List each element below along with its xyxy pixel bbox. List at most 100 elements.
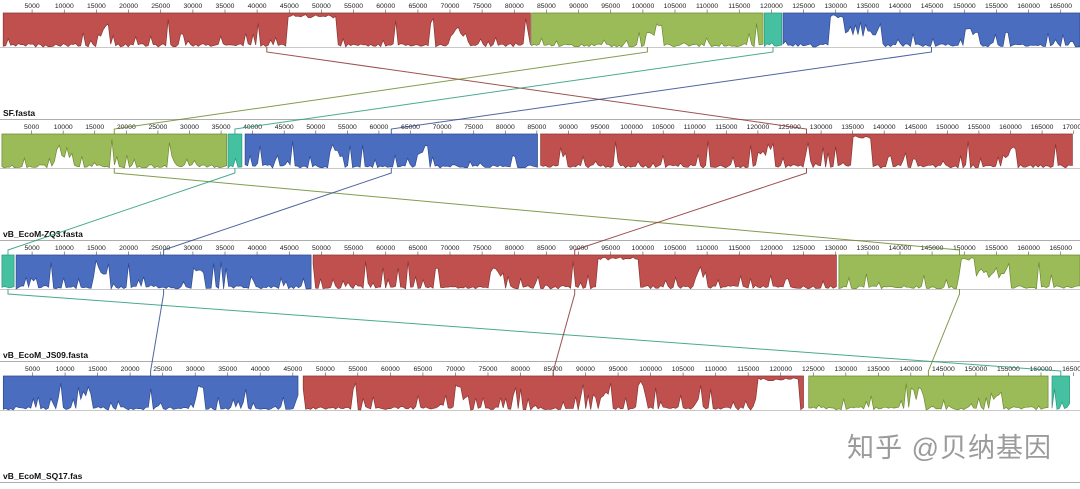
- lcb-connector-blue: [163, 168, 392, 255]
- lcb-block-teal[interactable]: [1, 254, 15, 289]
- ruler-label: 60000: [376, 245, 395, 252]
- ruler-label: 65000: [401, 124, 420, 131]
- ruler-label: 140000: [889, 3, 912, 10]
- ruler-label: 110000: [684, 124, 706, 131]
- ruler-label: 155000: [985, 3, 1008, 10]
- ruler-label: 140000: [873, 124, 896, 131]
- genome-label: vB_EcoM_JS09.fasta: [3, 350, 88, 360]
- lcb-connector-teal: [7, 168, 236, 255]
- ruler-label: 120000: [747, 124, 770, 131]
- ruler-label: 85000: [537, 245, 556, 252]
- ruler-label: 95000: [601, 3, 620, 10]
- lcb-block-red[interactable]: [312, 254, 837, 290]
- lcb-connector-blue: [150, 289, 165, 376]
- lcb-block-teal[interactable]: [1051, 375, 1070, 410]
- ruler-label: 65000: [408, 245, 427, 252]
- lcb-connector-teal: [7, 289, 1062, 376]
- ruler-label: 110000: [696, 3, 718, 10]
- ruler-label: 150000: [936, 124, 959, 131]
- lcb-block-teal[interactable]: [764, 12, 783, 48]
- ruler-label: 75000: [479, 366, 498, 373]
- ruler-label: 145000: [904, 124, 927, 131]
- lcb-block-green[interactable]: [838, 254, 1080, 290]
- ruler-label: 140000: [889, 245, 912, 252]
- genome-track-1: 5000 10000 15000 20000 25000 30000 35000 40000 4…: [0, 124, 1080, 241]
- lcb-connector-green: [113, 168, 960, 255]
- ruler-label: 75000: [464, 124, 483, 131]
- ruler-label: 95000: [601, 245, 620, 252]
- lcb-block-blue[interactable]: [244, 133, 538, 169]
- ruler-label: 35000: [218, 366, 237, 373]
- lcb-block-green[interactable]: [808, 375, 1049, 411]
- ruler-label: 100000: [632, 3, 655, 10]
- lcb-connector-green: [927, 289, 960, 376]
- ruler-label: 155000: [968, 124, 991, 131]
- ruler-label: 70000: [433, 124, 452, 131]
- ruler-label: 10000: [54, 124, 73, 131]
- ruler-label: 50000: [316, 366, 335, 373]
- lcb-connector-teal: [234, 47, 774, 134]
- ruler-label: 85000: [544, 366, 563, 373]
- ruler-label: 80000: [505, 245, 524, 252]
- lcb-block-green[interactable]: [531, 12, 764, 48]
- ruler-label: 70000: [441, 245, 460, 252]
- ruler-label: 110000: [696, 245, 718, 252]
- ruler-label: 30000: [183, 245, 202, 252]
- ruler-label: 125000: [778, 124, 801, 131]
- ruler-label: 65000: [408, 3, 427, 10]
- ruler-label: 105000: [664, 3, 687, 10]
- ruler-label: 130000: [834, 366, 857, 373]
- ruler-label: 35000: [212, 124, 231, 131]
- lcb-block-red[interactable]: [302, 375, 804, 411]
- lcb-block-blue[interactable]: [2, 375, 299, 411]
- ruler-label: 35000: [216, 245, 235, 252]
- genome-track-0: 5000 10000 15000 20000 25000 30000 35000 40000 4…: [0, 3, 1080, 120]
- ruler-label: 70000: [446, 366, 465, 373]
- ruler-label: 95000: [591, 124, 610, 131]
- ruler-label: 165000: [1062, 366, 1080, 373]
- ruler-label: 170000: [1062, 124, 1080, 131]
- lcb-block-blue[interactable]: [15, 254, 312, 291]
- ruler-label: 120000: [760, 245, 783, 252]
- ruler-label: 100000: [639, 366, 662, 373]
- lcb-block-red[interactable]: [540, 133, 1073, 169]
- ruler-label: 15000: [87, 3, 106, 10]
- ruler-label: 165000: [1031, 124, 1054, 131]
- ruler-label: 55000: [344, 245, 363, 252]
- ruler-label: 160000: [999, 124, 1022, 131]
- ruler-label: 90000: [559, 124, 578, 131]
- ruler-label: 20000: [119, 3, 138, 10]
- ruler-label: 145000: [921, 3, 944, 10]
- genome-track-2: 5000 10000 15000 20000 25000 30000 35000 40000 4…: [0, 245, 1080, 362]
- ruler-label: 145000: [932, 366, 955, 373]
- ruler-label: 45000: [280, 3, 299, 10]
- ruler-label: 165000: [1049, 245, 1072, 252]
- ruler-label: 100000: [620, 124, 643, 131]
- lcb-block-teal[interactable]: [227, 133, 243, 169]
- ruler-label: 80000: [496, 124, 515, 131]
- watermark: 知乎 @贝纳基因: [847, 433, 1052, 463]
- ruler-label: 135000: [867, 366, 890, 373]
- ruler-label: 130000: [824, 245, 847, 252]
- lcb-block-green[interactable]: [1, 133, 228, 169]
- ruler-label: 165000: [1049, 3, 1072, 10]
- ruler-label: 25000: [151, 245, 170, 252]
- ruler-label: 40000: [251, 366, 270, 373]
- ruler-label: 100000: [632, 245, 655, 252]
- ruler-label: 50000: [312, 245, 331, 252]
- ruler-label: 160000: [1017, 245, 1040, 252]
- ruler-label: 125000: [792, 245, 815, 252]
- ruler-label: 130000: [810, 124, 833, 131]
- ruler-label: 115000: [715, 124, 737, 131]
- genome-track-3: 5000 10000 15000 20000 25000 30000 35000 40000 4…: [0, 366, 1080, 483]
- ruler-label: 140000: [899, 366, 922, 373]
- lcb-connector-green: [113, 47, 648, 134]
- lcb-block-blue[interactable]: [782, 12, 1080, 48]
- ruler-label: 75000: [473, 245, 492, 252]
- ruler-label: 120000: [769, 366, 792, 373]
- lcb-block-red[interactable]: [2, 12, 531, 48]
- ruler-label: 25000: [151, 3, 170, 10]
- ruler-label: 150000: [953, 245, 976, 252]
